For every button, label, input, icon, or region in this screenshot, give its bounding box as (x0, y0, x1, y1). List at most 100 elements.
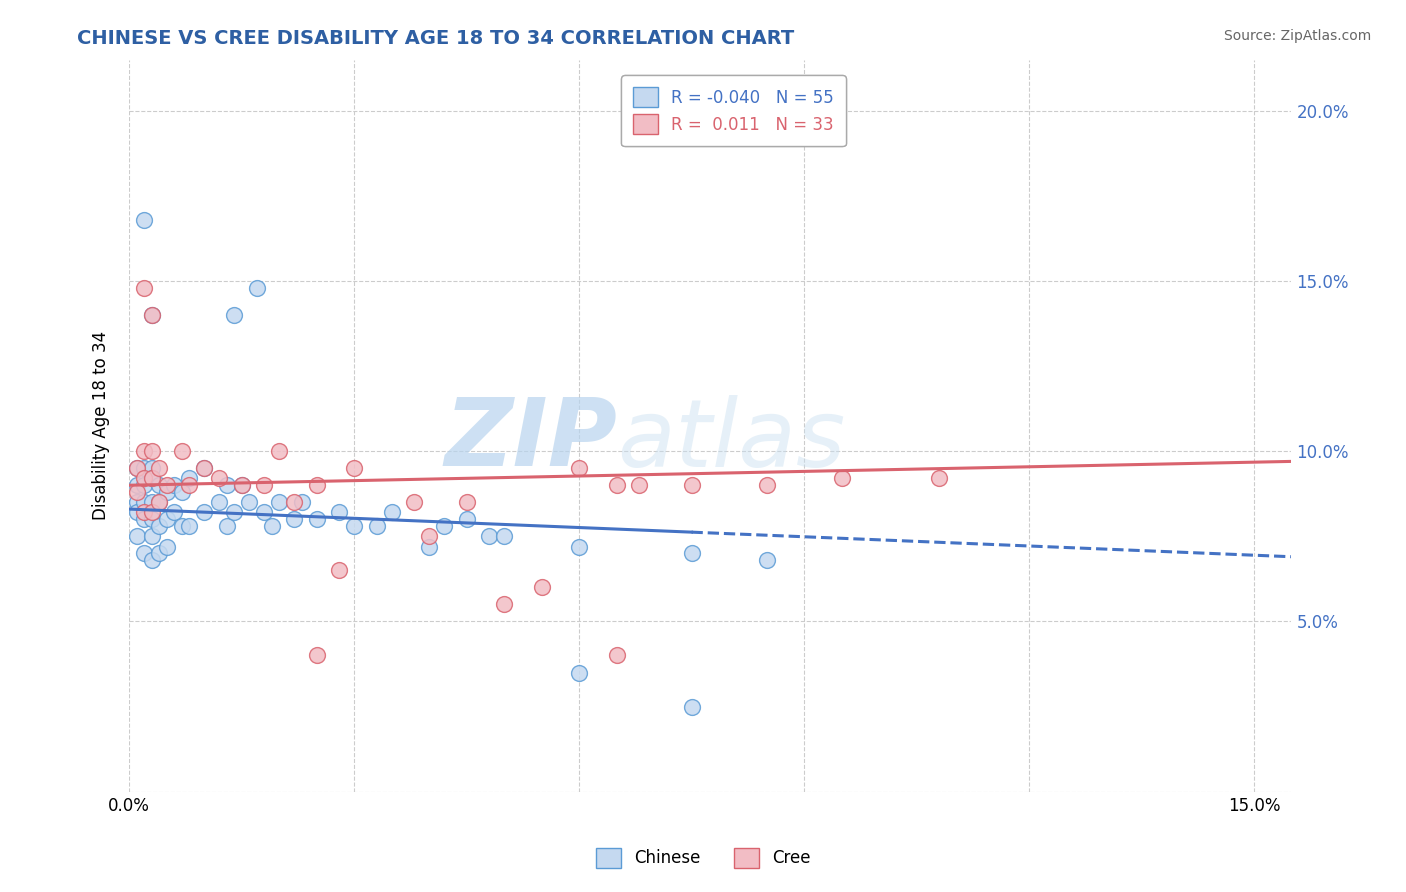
Point (231, 478, 253, 492)
Point (132, 212, 155, 227)
Point (222, 506, 245, 520)
Point (681, 478, 703, 492)
Point (132, 495, 155, 509)
Point (132, 444, 155, 458)
Point (141, 471, 163, 485)
Point (125, 529, 148, 543)
Point (208, 471, 231, 485)
Text: atlas: atlas (617, 395, 845, 486)
Point (141, 444, 163, 458)
Point (208, 495, 231, 509)
Point (148, 461, 170, 475)
Point (141, 506, 163, 520)
Point (305, 512, 328, 526)
Point (132, 512, 155, 526)
Point (141, 495, 163, 509)
Point (193, 461, 215, 475)
Point (433, 519, 456, 533)
Point (141, 553, 163, 567)
Point (215, 478, 238, 492)
Point (132, 506, 155, 520)
Point (155, 485, 177, 500)
Point (155, 478, 177, 492)
Point (681, 103, 703, 118)
Point (267, 444, 290, 458)
Point (253, 478, 276, 492)
Point (253, 506, 276, 520)
Point (141, 512, 163, 526)
Point (141, 471, 163, 485)
Point (141, 308, 163, 322)
Point (148, 519, 170, 533)
Point (755, 478, 778, 492)
Point (177, 478, 200, 492)
Point (148, 495, 170, 509)
Point (283, 512, 305, 526)
Point (177, 471, 200, 485)
Point (402, 495, 425, 509)
Point (831, 471, 853, 485)
Point (418, 529, 440, 543)
Legend: R = -0.040   N = 55, R =  0.011   N = 33: R = -0.040 N = 55, R = 0.011 N = 33 (621, 75, 846, 146)
Text: CHINESE VS CREE DISABILITY AGE 18 TO 34 CORRELATION CHART: CHINESE VS CREE DISABILITY AGE 18 TO 34 … (77, 29, 794, 47)
Point (141, 461, 163, 475)
Point (155, 512, 177, 526)
Point (605, 478, 627, 492)
Point (125, 495, 148, 509)
Point (148, 478, 170, 492)
Point (267, 495, 290, 509)
Point (132, 478, 155, 492)
Point (125, 485, 148, 500)
Point (148, 495, 170, 509)
Point (681, 699, 703, 714)
Point (125, 461, 148, 475)
Point (231, 478, 253, 492)
Point (132, 281, 155, 295)
Point (193, 506, 215, 520)
Point (328, 563, 350, 577)
Point (290, 495, 312, 509)
Point (245, 281, 267, 295)
Point (343, 461, 366, 475)
Point (305, 478, 328, 492)
Point (125, 461, 148, 475)
Point (260, 519, 283, 533)
Point (456, 495, 478, 509)
Point (283, 495, 305, 509)
Point (170, 444, 193, 458)
Legend: Chinese, Cree: Chinese, Cree (589, 841, 817, 875)
Point (478, 529, 501, 543)
Point (193, 461, 215, 475)
Point (681, 546, 703, 560)
Text: Source: ZipAtlas.com: Source: ZipAtlas.com (1223, 29, 1371, 43)
Point (148, 546, 170, 560)
Point (163, 506, 186, 520)
Point (170, 519, 193, 533)
Point (492, 598, 515, 612)
Point (492, 529, 515, 543)
Point (215, 519, 238, 533)
Point (125, 506, 148, 520)
Text: ZIP: ZIP (444, 394, 617, 486)
Point (141, 529, 163, 543)
Point (132, 546, 155, 560)
Point (755, 553, 778, 567)
Point (418, 540, 440, 554)
Point (177, 519, 200, 533)
Point (132, 471, 155, 485)
Point (456, 512, 478, 526)
Point (328, 506, 350, 520)
Point (343, 519, 366, 533)
Y-axis label: Disability Age 18 to 34: Disability Age 18 to 34 (93, 331, 110, 520)
Point (132, 461, 155, 475)
Point (125, 478, 148, 492)
Point (222, 308, 245, 322)
Point (155, 540, 177, 554)
Point (141, 308, 163, 322)
Point (366, 519, 388, 533)
Point (568, 665, 591, 680)
Point (163, 478, 186, 492)
Point (928, 471, 950, 485)
Point (238, 495, 260, 509)
Point (627, 478, 650, 492)
